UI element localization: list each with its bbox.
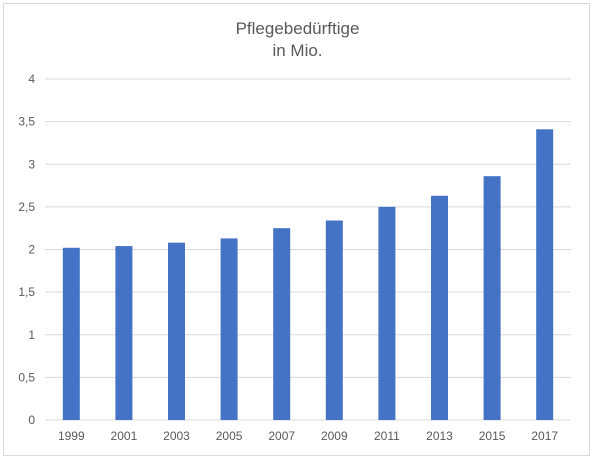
bar-2011 — [378, 206, 396, 420]
y-tick-label: 0,5 — [18, 370, 35, 384]
chart-title-line-1: Pflegebedürftige — [235, 19, 360, 38]
y-tick-label: 2 — [28, 243, 35, 257]
x-tick-label: 2017 — [531, 429, 558, 443]
bar-1999 — [62, 247, 80, 420]
bar-2003 — [168, 242, 185, 420]
x-tick-label: 1999 — [58, 429, 85, 443]
bar-2001 — [115, 246, 133, 420]
y-tick-label: 0 — [28, 413, 35, 427]
x-tick-label: 2007 — [268, 429, 295, 443]
y-tick-label: 2,5 — [18, 200, 35, 214]
y-tick-label: 1,5 — [18, 285, 35, 299]
bar-2007 — [273, 228, 291, 420]
y-axis-tick-labels: 0 0,5 1 1,5 2 2,5 3 3,5 4 — [18, 72, 35, 427]
x-tick-label: 2001 — [111, 429, 138, 443]
x-tick-label: 2005 — [216, 429, 243, 443]
chart-title: Pflegebedürftige in Mio. — [0, 18, 595, 62]
bars — [62, 129, 554, 421]
y-tick-label: 3 — [28, 157, 35, 171]
bar-2009 — [325, 220, 343, 420]
y-tick-label: 3,5 — [18, 115, 35, 129]
chart-title-line-2: in Mio. — [272, 41, 323, 60]
gridlines — [45, 78, 571, 421]
x-tick-label: 2003 — [163, 429, 190, 443]
y-tick-label: 1 — [28, 328, 35, 342]
bar-2017 — [536, 129, 554, 421]
bar-2015 — [483, 176, 501, 420]
x-tick-label: 2009 — [321, 429, 348, 443]
bar-2013 — [431, 195, 448, 420]
x-tick-label: 2013 — [426, 429, 453, 443]
x-axis-tick-labels: 1999 2001 2003 2005 2007 2009 2011 2013 2015 2017 — [58, 429, 558, 443]
bar-2005 — [220, 238, 238, 420]
y-tick-label: 4 — [28, 72, 35, 86]
x-tick-label: 2015 — [479, 429, 506, 443]
x-tick-label: 2011 — [374, 429, 400, 443]
